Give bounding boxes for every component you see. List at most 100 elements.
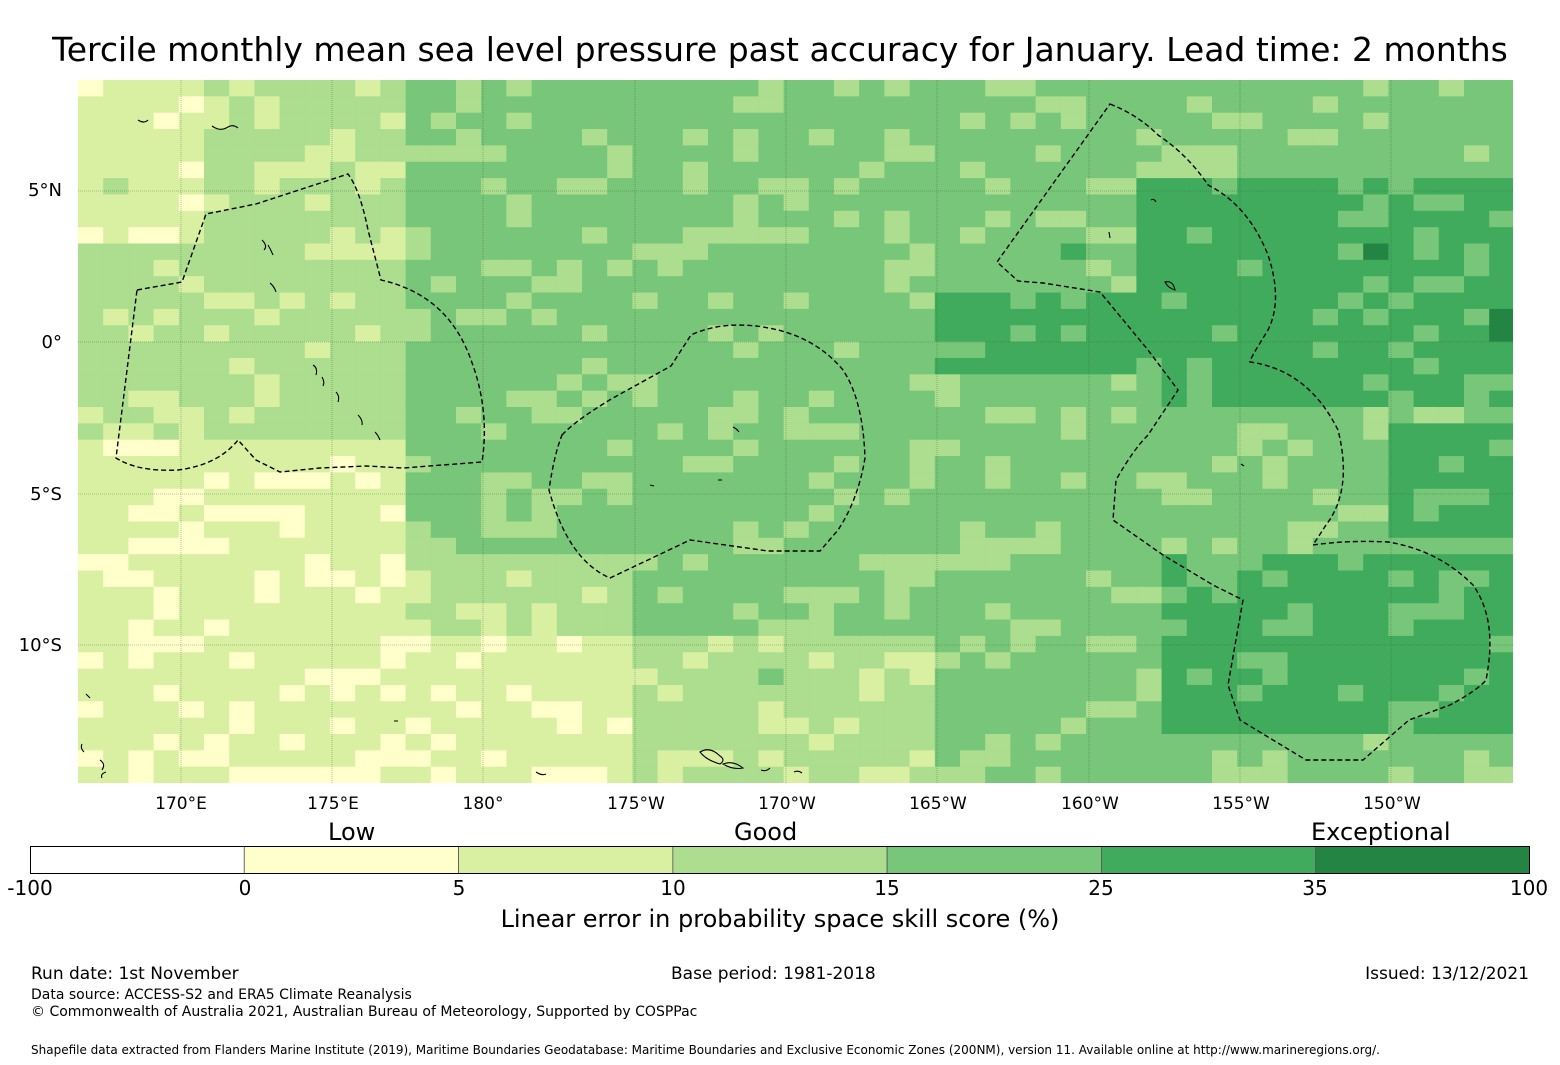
skill-cell [985, 325, 1011, 343]
skill-cell [1413, 619, 1440, 637]
copyright: © Commonwealth of Australia 2021, Austra… [31, 1004, 698, 1020]
skill-cell [834, 112, 860, 130]
skill-cell [758, 292, 785, 310]
skill-cell [456, 537, 482, 555]
skill-cell [834, 292, 860, 310]
skill-cell [229, 407, 255, 424]
skill-cell [481, 341, 507, 359]
skill-cell [1186, 194, 1213, 212]
skill-cell [783, 161, 810, 179]
skill-cell [279, 194, 306, 212]
skill-cell [909, 210, 936, 228]
skill-cell [1010, 243, 1037, 261]
skill-cell [380, 701, 407, 719]
skill-cell [934, 161, 961, 179]
skill-cell [1237, 178, 1263, 196]
skill-cell [708, 357, 734, 375]
skill-cell [1262, 292, 1289, 310]
skill-cell [279, 80, 306, 97]
skill-cell [909, 292, 936, 310]
skill-cell [405, 129, 432, 146]
run-date: Run date: 1st November [31, 964, 239, 984]
skill-cell [682, 652, 709, 670]
skill-cell [254, 407, 281, 424]
skill-cell [607, 325, 633, 343]
skill-cell [1489, 701, 1513, 719]
data-source: Data source: ACCESS-S2 and ERA5 Climate … [31, 987, 412, 1003]
skill-cell [128, 701, 155, 719]
skill-cell [1186, 374, 1213, 392]
skill-cell [884, 129, 911, 146]
skill-cell [204, 308, 230, 326]
skill-cell [78, 194, 104, 212]
eez-boundary-tuvalu [115, 173, 486, 473]
skill-cell [178, 129, 205, 146]
skill-cell [934, 456, 961, 473]
skill-cell [960, 96, 986, 114]
skill-cell [1237, 766, 1263, 783]
skill-cell [1338, 80, 1364, 97]
island-kiritimati [1164, 281, 1176, 291]
skill-cell [960, 341, 986, 359]
skill-cell [783, 619, 810, 637]
skill-cell [531, 668, 558, 686]
skill-cell [708, 701, 734, 719]
skill-cell [657, 276, 684, 294]
skill-cell [178, 210, 205, 228]
skill-cell [103, 112, 129, 130]
skill-cell [909, 112, 936, 130]
skill-cell [430, 308, 457, 326]
skill-cell [229, 570, 255, 588]
skill-cell [153, 161, 180, 179]
skill-cell [733, 684, 759, 702]
skill-cell [178, 717, 205, 735]
skill-cell [1060, 129, 1087, 146]
skill-cell [1212, 472, 1238, 490]
lon-label-155w: 155°W [1212, 794, 1270, 814]
skill-cell [304, 325, 331, 343]
skill-cell [531, 390, 558, 408]
skill-cell [985, 227, 1011, 245]
skill-cell [1086, 259, 1112, 277]
skill-cell [1010, 259, 1037, 277]
skill-cell [657, 684, 684, 702]
skill-cell [1111, 668, 1137, 686]
skill-cell [279, 243, 306, 261]
skill-cell [380, 178, 407, 196]
skill-cell [78, 374, 104, 392]
skill-cell [1287, 456, 1314, 473]
skill-cell [884, 717, 911, 735]
skill-cell [405, 701, 432, 719]
skill-cell [1060, 178, 1087, 196]
skill-cell [1287, 243, 1314, 261]
skill-cell [254, 570, 281, 588]
skill-cell [229, 684, 255, 702]
skill-cell [78, 145, 104, 163]
skill-cell [1060, 488, 1087, 506]
skill-cell [531, 734, 558, 751]
skill-cell [1086, 766, 1112, 783]
skill-cell [330, 603, 356, 621]
skill-cell [178, 407, 205, 424]
skill-cell [1413, 717, 1440, 735]
skill-cell [985, 259, 1011, 277]
skill-cell [178, 652, 205, 670]
skill-cell [1237, 619, 1263, 637]
skill-cell [1161, 308, 1188, 326]
skill-cell [909, 521, 936, 539]
skill-cell [1287, 570, 1314, 588]
skill-cell [1338, 210, 1364, 228]
skill-cell [380, 276, 407, 294]
skill-cell [733, 668, 759, 686]
skill-cell [1237, 734, 1263, 751]
skill-cell [934, 717, 961, 735]
skill-cell [582, 96, 608, 114]
skill-cell [607, 717, 633, 735]
skill-cell [884, 407, 911, 424]
skill-cell [153, 243, 180, 261]
skill-cell [1312, 717, 1339, 735]
skill-cell [456, 652, 482, 670]
skill-cell [884, 521, 911, 539]
skill-cell [1035, 80, 1062, 97]
skill-cell [985, 129, 1011, 146]
